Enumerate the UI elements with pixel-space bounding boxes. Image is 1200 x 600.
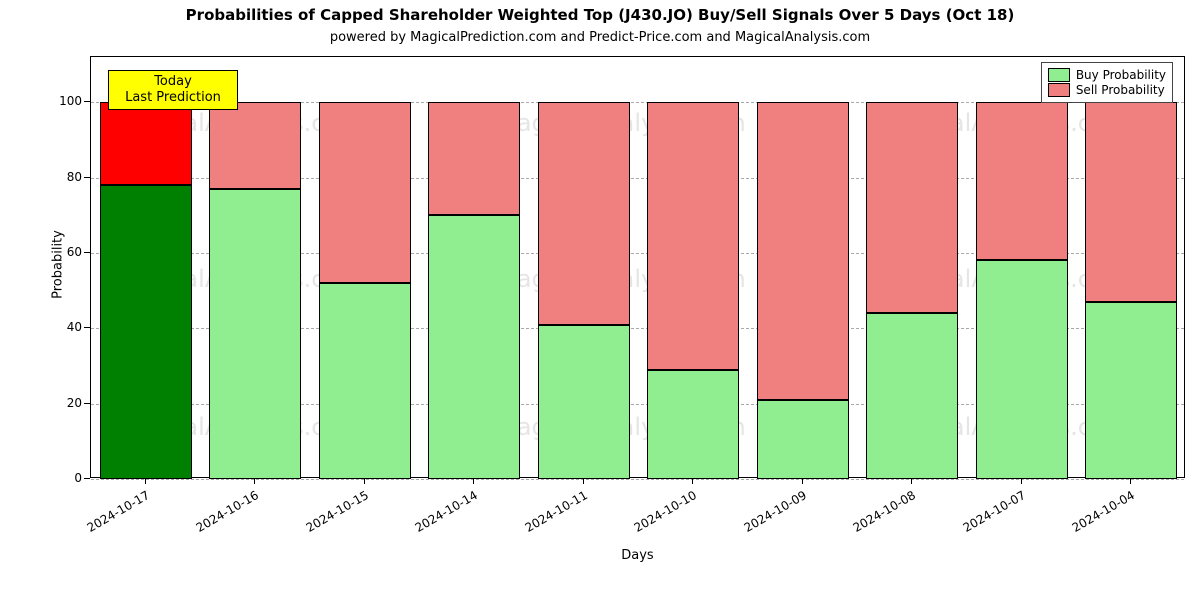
y-tick-mark [84,327,90,328]
annotation-line1: Today [154,74,192,89]
legend-label: Sell Probability [1076,83,1165,97]
x-tick-mark [911,478,912,484]
x-tick-label: 2024-10-16 [168,488,262,550]
x-tick-label: 2024-10-09 [715,488,809,550]
y-tick-mark [84,252,90,253]
legend-item: Sell Probability [1048,83,1166,97]
x-tick-label: 2024-10-10 [606,488,700,550]
x-tick-label: 2024-10-07 [934,488,1028,550]
legend-swatch [1048,83,1070,97]
sell-bar [647,102,739,370]
legend: Buy ProbabilitySell Probability [1041,62,1173,103]
plot-area: MagicalAnalysis.comMagicalAnalysis.comMa… [90,56,1185,478]
x-tick-mark [692,478,693,484]
buy-bar [866,313,958,479]
x-tick-label: 2024-10-14 [387,488,481,550]
legend-item: Buy Probability [1048,68,1166,82]
buy-bar [100,185,192,479]
x-tick-label: 2024-10-15 [277,488,371,550]
x-axis-label: Days [90,548,1185,563]
sell-bar [209,102,301,189]
plot-area-inner: MagicalAnalysis.comMagicalAnalysis.comMa… [91,57,1184,477]
legend-swatch [1048,68,1070,82]
sell-bar [866,102,958,313]
y-tick-label: 40 [46,320,82,334]
legend-label: Buy Probability [1076,68,1166,82]
y-tick-mark [84,478,90,479]
x-tick-mark [254,478,255,484]
y-tick-label: 60 [46,245,82,259]
sell-bar [1085,102,1177,302]
y-tick-label: 100 [46,94,82,108]
buy-bar [428,215,520,479]
y-tick-mark [84,177,90,178]
buy-bar [647,370,739,479]
x-tick-label: 2024-10-04 [1044,488,1138,550]
y-tick-label: 20 [46,396,82,410]
buy-bar [757,400,849,479]
chart-container: { "chart": { "type": "stacked-bar", "tit… [0,0,1200,600]
x-tick-label: 2024-10-17 [58,488,152,550]
y-tick-mark [84,101,90,102]
today-annotation: TodayLast Prediction [108,70,238,110]
x-tick-label: 2024-10-08 [825,488,919,550]
buy-bar [976,260,1068,479]
x-tick-label: 2024-10-11 [496,488,590,550]
buy-bar [209,189,301,479]
sell-bar [976,102,1068,260]
sell-bar [538,102,630,324]
buy-bar [538,325,630,479]
x-tick-mark [473,478,474,484]
x-tick-mark [583,478,584,484]
annotation-line2: Last Prediction [125,90,221,105]
x-tick-mark [1130,478,1131,484]
sell-bar [100,102,192,185]
y-axis-label: Probability [51,225,66,305]
y-tick-label: 0 [46,471,82,485]
x-tick-mark [1021,478,1022,484]
sell-bar [757,102,849,400]
buy-bar [319,283,411,479]
buy-bar [1085,302,1177,479]
sell-bar [319,102,411,283]
chart-subtitle: powered by MagicalPrediction.com and Pre… [0,30,1200,45]
x-tick-mark [364,478,365,484]
chart-title: Probabilities of Capped Shareholder Weig… [0,6,1200,24]
x-tick-mark [802,478,803,484]
sell-bar [428,102,520,215]
x-tick-mark [145,478,146,484]
y-tick-label: 80 [46,170,82,184]
y-tick-mark [84,403,90,404]
